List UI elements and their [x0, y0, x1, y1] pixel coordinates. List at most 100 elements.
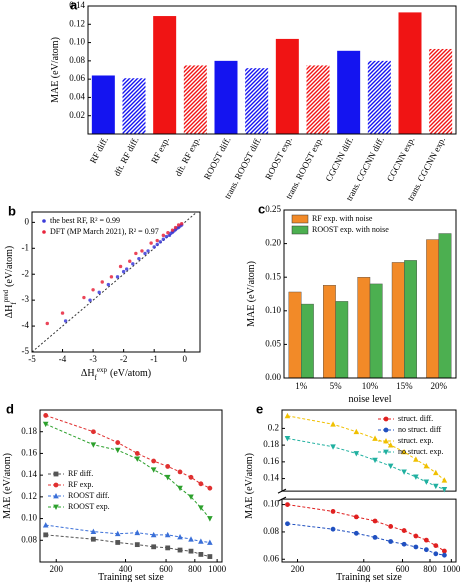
point [179, 221, 184, 226]
y-tick-label: 0.10 [263, 499, 279, 509]
plot-frame [87, 5, 457, 135]
bar [301, 303, 314, 379]
bar [323, 285, 336, 379]
y-label: MAE (eV/atom) [50, 37, 61, 103]
marker [383, 416, 389, 422]
legend-label: no struct. exp. [398, 447, 443, 456]
x-tick-label: 0 [182, 354, 187, 364]
marker [442, 548, 447, 554]
marker [372, 518, 378, 524]
marker [134, 451, 140, 456]
marker [151, 458, 157, 464]
point [161, 233, 166, 238]
point [137, 256, 141, 261]
y-tick-label: 0.05 [265, 338, 281, 348]
x-tick-label: 1% [295, 381, 308, 391]
marker [90, 528, 97, 534]
legend-label: the best RF, R² = 0.99 [50, 216, 120, 225]
point [164, 234, 169, 239]
series-line [287, 504, 445, 552]
point [176, 223, 181, 227]
marker [207, 539, 213, 545]
marker [383, 427, 389, 433]
y-tick-label: -4 [22, 320, 30, 330]
marker [413, 474, 419, 480]
marker [198, 505, 204, 511]
marker [43, 413, 49, 418]
bar [183, 65, 207, 134]
legend-label: ROOST exp. [68, 502, 110, 511]
x-label: Training set size [336, 572, 402, 582]
bar [335, 301, 349, 379]
marker [401, 448, 407, 455]
x-tick-label: 800 [188, 564, 202, 574]
legend-label: RF exp. with noise [312, 214, 373, 223]
plot-frame [283, 209, 457, 379]
bar [306, 65, 330, 134]
marker [188, 474, 194, 480]
y-tick-label: 0.14 [263, 473, 279, 483]
marker [330, 444, 336, 450]
y-tick-label: 0 [25, 216, 30, 226]
legend-label: struct. exp. [398, 436, 433, 445]
point [60, 311, 65, 315]
x-tick-label: RF exp. [149, 135, 171, 165]
marker [284, 436, 291, 442]
y-tick-label: 0.25 [265, 204, 281, 214]
legend-label: struct. diff. [398, 414, 433, 423]
marker [114, 530, 121, 537]
y-tick-label: 0.04 [69, 91, 85, 101]
marker [353, 451, 360, 457]
marker [423, 463, 430, 469]
point [106, 282, 111, 287]
label-text: ΔH [81, 368, 95, 379]
y-tick-label: 0.14 [21, 469, 37, 479]
bar [429, 48, 453, 134]
point [91, 288, 95, 292]
y-tick-label: 0.02 [69, 110, 85, 120]
panel-label: e [256, 401, 263, 416]
marker [441, 487, 448, 493]
legend-label: DFT (MP March 2021), R² = 0.97 [50, 227, 159, 236]
legend-swatch [291, 225, 309, 235]
point [82, 295, 86, 300]
x-tick-label: 15% [396, 381, 413, 391]
x-tick-label: ROOST diff. [202, 135, 233, 181]
label-text: noise level [348, 394, 391, 405]
point [149, 241, 153, 245]
x-tick-label: 200 [291, 564, 305, 574]
point [109, 275, 114, 279]
bar [245, 68, 269, 134]
marker [164, 474, 171, 481]
x-tick-label: RF diff. [88, 135, 110, 165]
y-tick-label: 0.08 [21, 534, 37, 544]
marker [372, 534, 378, 540]
y-label: MAE (eV/atom) [246, 261, 257, 327]
point [97, 290, 101, 295]
marker [413, 533, 419, 539]
marker [134, 456, 141, 462]
point [173, 225, 178, 230]
legend-label: RF diff. [68, 469, 93, 478]
marker [90, 536, 96, 542]
marker [42, 421, 49, 428]
marker [43, 532, 49, 538]
marker [433, 483, 439, 490]
axis-break [277, 496, 287, 502]
x-tick-label: 1000 [442, 564, 461, 574]
marker [413, 456, 419, 462]
point [115, 275, 120, 279]
bar [367, 60, 391, 134]
marker [284, 412, 291, 419]
marker [150, 467, 157, 473]
x-tick-label: -1 [150, 354, 158, 364]
marker [388, 539, 394, 544]
x-tick-label: dft. RF exp. [173, 135, 202, 178]
y-tick-label: 0.06 [263, 553, 279, 563]
bar [275, 38, 299, 134]
y-tick-label: 0.16 [263, 456, 279, 466]
series-line [287, 523, 445, 556]
y-tick-label: 0.2 [268, 422, 279, 432]
marker [115, 540, 121, 545]
